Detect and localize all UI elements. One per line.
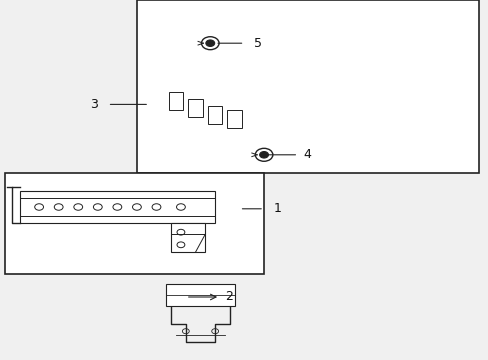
Circle shape: [259, 152, 268, 158]
Bar: [227, 110, 242, 128]
Text: 2: 2: [224, 291, 232, 303]
Bar: [166, 284, 234, 306]
Text: 1: 1: [273, 202, 281, 215]
Bar: [168, 92, 183, 110]
Bar: [207, 106, 222, 124]
Text: 4: 4: [303, 148, 310, 161]
Text: 3: 3: [90, 98, 98, 111]
Circle shape: [205, 40, 214, 46]
Bar: [188, 99, 203, 117]
Bar: [171, 223, 205, 252]
Bar: [137, 0, 478, 173]
Text: 5: 5: [254, 37, 262, 50]
Bar: [20, 191, 215, 223]
Bar: [5, 173, 264, 274]
